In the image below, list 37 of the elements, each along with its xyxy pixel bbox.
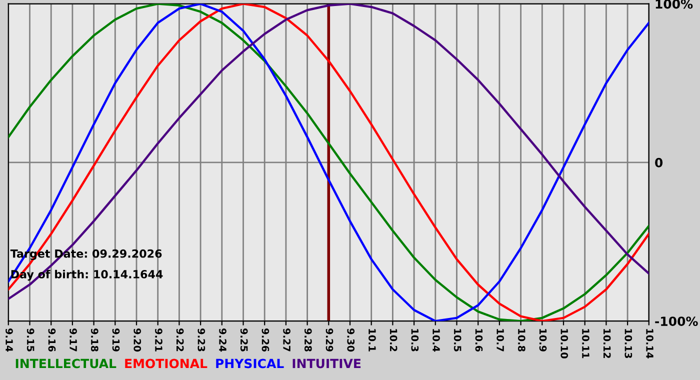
x-tick-label: 9.27 (283, 328, 290, 352)
x-tick-label: 9.19 (112, 328, 120, 352)
x-tick-label: 9.16 (48, 328, 56, 352)
text: EMOTIONAL (125, 358, 208, 368)
x-tick-label: 9.22 (176, 328, 184, 352)
x-tick-label: 10.8 (518, 329, 526, 352)
x-tick-label: 9.23 (198, 328, 206, 352)
text: INTUITIVE (292, 358, 361, 368)
x-tick-label: 9.30 (347, 328, 355, 352)
x-tick-label: 9.25 (240, 328, 248, 352)
x-tick-label: 10.3 (411, 329, 419, 352)
x-tick-label: 9.20 (134, 328, 142, 352)
x-tick-label: 10.7 (496, 329, 504, 352)
x-tick-label: 9.17 (70, 328, 77, 352)
x-tick-label: 9.21 (155, 328, 162, 352)
x-tick-label: 10.12 (603, 329, 611, 358)
x-tick-label: 9.14 (6, 328, 13, 352)
x-tick-label: 10.2 (390, 329, 398, 352)
x-tick-label: 9.18 (90, 328, 98, 352)
x-tick-label: 9.24 (219, 328, 226, 352)
x-tick-label: 10.10 (560, 329, 568, 358)
x-tick-label: 9.28 (304, 328, 312, 352)
text: INTELLECTUAL (16, 358, 116, 368)
y-tick-label: -100% (655, 316, 698, 326)
x-tick-label: 10.14 (646, 329, 654, 358)
x-tick-label: 9.29 (326, 328, 334, 352)
x-tick-label: 10.11 (582, 329, 590, 358)
x-tick-label: 9.26 (262, 328, 270, 352)
x-tick-label: 10.13 (624, 329, 632, 358)
x-tick-label: 10.6 (475, 329, 483, 352)
x-tick-label: 10.4 (432, 329, 440, 352)
x-tick-label: 10.1 (368, 329, 376, 352)
text: PHYSICAL (216, 358, 284, 368)
x-tick-label: 9.15 (26, 328, 34, 352)
x-tick-label: 10.9 (539, 329, 547, 352)
x-tick-label: 10.5 (454, 329, 462, 352)
y-tick-label: 0 (655, 158, 663, 168)
